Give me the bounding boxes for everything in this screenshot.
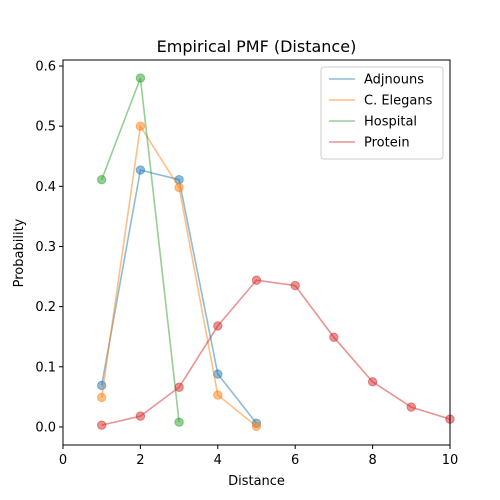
data-point-hospital (135, 73, 146, 83)
data-point-protein (290, 280, 300, 291)
x-tick-label: 6 (291, 453, 299, 468)
x-tick-label: 0 (59, 453, 67, 468)
y-tick-label: 0.4 (35, 180, 56, 195)
legend-box (320, 66, 444, 160)
data-point-c-elegans (251, 421, 262, 432)
data-point-protein (251, 275, 262, 285)
y-tick-label: 0.2 (35, 300, 56, 315)
y-tick-label: 0.6 (35, 60, 56, 75)
y-tick-label: 0.5 (35, 120, 56, 135)
data-point-hospital (174, 417, 184, 427)
x-axis-label: Distance (228, 474, 285, 489)
legend-label-adjnouns: Adjnouns (364, 73, 424, 88)
data-point-c-elegans (97, 392, 107, 403)
data-point-hospital (97, 175, 107, 185)
series-hospital (97, 73, 184, 427)
data-point-protein (174, 382, 184, 392)
legend-label-c-elegans: C. Elegans (364, 94, 433, 109)
series-c-elegans (97, 121, 262, 432)
x-axis: 0 2 4 6 8 10 (59, 445, 458, 468)
y-tick-label: 0.0 (35, 420, 56, 435)
data-point-protein (406, 402, 416, 412)
plot-area (97, 73, 455, 432)
data-point-protein (367, 377, 378, 387)
data-point-protein (135, 411, 146, 421)
legend-label-protein: Protein (364, 136, 410, 151)
data-point-protein (213, 321, 223, 331)
legend-label-hospital: Hospital (364, 115, 417, 130)
x-tick-label: 2 (136, 453, 144, 468)
x-tick-label: 10 (442, 453, 459, 468)
y-tick-label: 0.3 (35, 240, 56, 255)
plot-frame (62, 59, 451, 446)
y-axis-label: Probability (12, 218, 27, 287)
y-axis: 0.0 0.1 0.2 0.3 0.4 0.5 0.6 (35, 60, 63, 435)
data-point-protein (97, 420, 107, 430)
series-line-protein (101, 279, 451, 426)
y-tick-label: 0.1 (35, 360, 56, 375)
data-point-adjnouns (135, 165, 146, 175)
data-point-c-elegans (135, 121, 146, 131)
series-protein (97, 275, 455, 430)
chart-title: Empirical PMF (Distance) (157, 37, 357, 56)
data-point-c-elegans (213, 390, 223, 400)
x-tick-label: 4 (214, 453, 222, 468)
legend: Adjnouns C. Elegans Hospital Protein (320, 66, 444, 160)
x-tick-label: 8 (368, 453, 376, 468)
data-point-c-elegans (174, 182, 184, 193)
data-point-protein (329, 332, 339, 343)
